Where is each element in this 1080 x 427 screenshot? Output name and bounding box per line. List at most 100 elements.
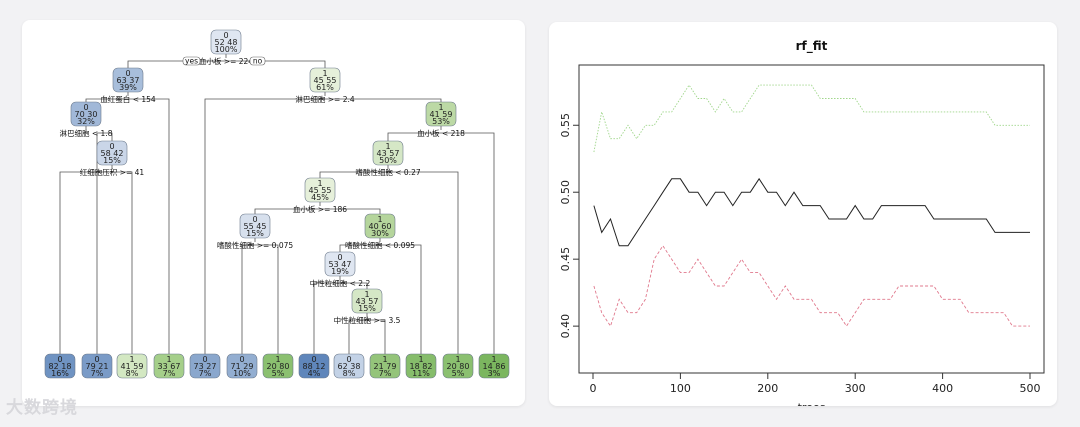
node-class: 0 bbox=[311, 355, 316, 364]
node-class: 0 bbox=[223, 31, 228, 40]
node-box bbox=[405, 353, 437, 379]
node-percent: 53% bbox=[432, 117, 450, 126]
tree-edge bbox=[96, 132, 113, 354]
x-axis-label: trees bbox=[798, 401, 826, 406]
tree-leaf: 062 388% bbox=[333, 353, 365, 379]
split-label: 血小板 >= 186 bbox=[293, 204, 347, 214]
node-class: 1 bbox=[491, 355, 496, 364]
node-percent: 15% bbox=[358, 304, 376, 313]
tree-leaf: 079 217% bbox=[81, 353, 113, 379]
node-counts: 21 79 bbox=[374, 362, 397, 371]
node-class: 0 bbox=[83, 103, 88, 112]
node-counts: 18 82 bbox=[410, 362, 433, 371]
y-tick-label: 0.55 bbox=[559, 113, 572, 137]
node-box bbox=[364, 213, 396, 239]
node-counts: 70 30 bbox=[75, 110, 98, 119]
node-percent: 39% bbox=[119, 83, 137, 92]
tree-edge bbox=[127, 60, 326, 68]
tree-leaf: 114 863% bbox=[478, 353, 510, 379]
node-box bbox=[298, 353, 330, 379]
node-class: 1 bbox=[322, 69, 327, 78]
series-line-1 bbox=[593, 84, 1030, 153]
node-percent: 7% bbox=[379, 369, 392, 378]
node-box bbox=[309, 67, 341, 93]
node-percent: 45% bbox=[311, 193, 329, 202]
tree-leaf: 141 598% bbox=[116, 353, 148, 379]
node-counts: 53 47 bbox=[329, 260, 352, 269]
node-box bbox=[425, 101, 457, 127]
node-box bbox=[372, 140, 404, 166]
node-percent: 4% bbox=[308, 369, 321, 378]
node-counts: 58 42 bbox=[101, 149, 124, 158]
node-box bbox=[239, 213, 271, 239]
split-label: 中性粒细胞 >= 3.5 bbox=[334, 315, 401, 325]
node-percent: 7% bbox=[199, 369, 212, 378]
node-counts: 52 48 bbox=[215, 38, 238, 47]
node-counts: 20 80 bbox=[267, 362, 290, 371]
node-counts: 43 57 bbox=[356, 297, 379, 306]
yes-tag-label: yes bbox=[185, 57, 198, 66]
split-label: 淋巴细胞 >= 2.4 bbox=[295, 94, 354, 104]
node-box bbox=[210, 29, 242, 55]
node-percent: 11% bbox=[412, 369, 430, 378]
node-box bbox=[442, 353, 474, 379]
node-percent: 3% bbox=[488, 369, 501, 378]
node-percent: 5% bbox=[452, 369, 465, 378]
tree-leaf: 120 805% bbox=[262, 353, 294, 379]
no-tag-box bbox=[249, 56, 266, 66]
yes-tag: yes bbox=[182, 56, 201, 66]
node-box bbox=[153, 353, 185, 379]
node-class: 1 bbox=[166, 355, 171, 364]
series-line-OOB bbox=[593, 177, 1030, 247]
tree-edge bbox=[339, 244, 422, 354]
node-percent: 30% bbox=[371, 229, 389, 238]
node-class: 1 bbox=[418, 355, 423, 364]
tree-edge bbox=[254, 208, 381, 214]
x-tick-label: 500 bbox=[1020, 382, 1041, 395]
split-label: 血小板 >= 224 bbox=[199, 56, 253, 66]
node-percent: 8% bbox=[343, 369, 356, 378]
tree-leaf: 073 277% bbox=[189, 353, 221, 379]
tree-edge bbox=[348, 319, 386, 354]
node-counts: 63 37 bbox=[117, 76, 140, 85]
tree-leaf: 121 797% bbox=[369, 353, 401, 379]
node-counts: 33 67 bbox=[158, 362, 181, 371]
node-counts: 73 27 bbox=[194, 362, 217, 371]
node-counts: 40 60 bbox=[369, 222, 392, 231]
node-class: 0 bbox=[202, 355, 207, 364]
node-counts: 45 55 bbox=[314, 76, 337, 85]
node-percent: 100% bbox=[215, 45, 238, 54]
watermark-text: 大数跨境 bbox=[6, 398, 78, 418]
yes-tag-box bbox=[182, 56, 201, 66]
node-counts: 41 59 bbox=[121, 362, 144, 371]
node-percent: 7% bbox=[163, 369, 176, 378]
node-counts: 14 86 bbox=[483, 362, 506, 371]
split-label: 红细胞压积 >= 41 bbox=[80, 167, 145, 177]
node-box bbox=[112, 67, 144, 93]
node-percent: 32% bbox=[77, 117, 95, 126]
split-label: 嗜酸性细胞 >= 0.075 bbox=[217, 240, 294, 250]
node-box bbox=[351, 288, 383, 314]
node-counts: 88 12 bbox=[303, 362, 326, 371]
node-class: 1 bbox=[364, 290, 369, 299]
plot-frame bbox=[578, 64, 1045, 374]
node-class: 0 bbox=[252, 215, 257, 224]
rf-plot-panel: rf_fit 0 100 200 300 400 500 0.40 0.45 0.50 0.55 tr… bbox=[549, 22, 1057, 414]
node-class: 0 bbox=[57, 355, 62, 364]
node-counts: 55 45 bbox=[244, 222, 267, 231]
node-counts: 20 80 bbox=[447, 362, 470, 371]
node-class: 1 bbox=[377, 215, 382, 224]
x-tick-label: 100 bbox=[670, 382, 691, 395]
node-class: 0 bbox=[125, 69, 130, 78]
tree-edges bbox=[59, 54, 495, 354]
